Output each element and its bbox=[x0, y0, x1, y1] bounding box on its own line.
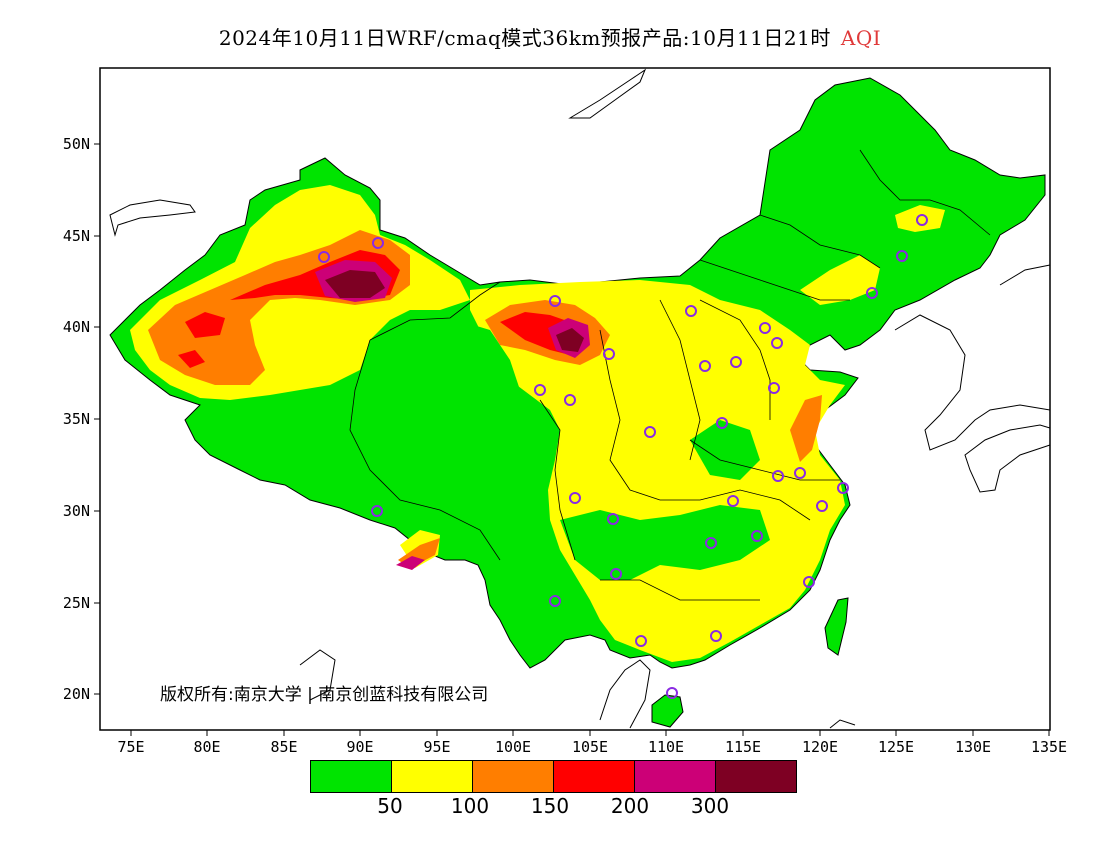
y-label-50n: 50N bbox=[63, 135, 90, 153]
y-label-20n: 20N bbox=[63, 685, 90, 703]
station-lanzhou[interactable] bbox=[564, 394, 576, 406]
x-label-115e: 115E bbox=[725, 738, 761, 756]
y-label-40n: 40N bbox=[63, 318, 90, 336]
x-label-130e: 130E bbox=[955, 738, 991, 756]
station-chongqing[interactable] bbox=[607, 513, 619, 525]
station-hohhot-west[interactable] bbox=[549, 295, 561, 307]
legend-swatch-moderate bbox=[392, 761, 473, 792]
copyright-notice: 版权所有:南京大学 | 南京创蓝科技有限公司 bbox=[160, 685, 489, 705]
station-hefei[interactable] bbox=[772, 470, 784, 482]
y-label-35n: 35N bbox=[63, 410, 90, 428]
station-hohhot[interactable] bbox=[685, 305, 697, 317]
x-label-90e: 90E bbox=[346, 738, 373, 756]
moderate-zone-heilongjiang bbox=[895, 205, 945, 232]
aqi-legend-bar bbox=[310, 760, 797, 793]
legend-swatch-unhealthy bbox=[554, 761, 635, 792]
station-taiyuan[interactable] bbox=[699, 360, 711, 372]
x-label-135e: 135E bbox=[1031, 738, 1067, 756]
x-label-100e: 100E bbox=[495, 738, 531, 756]
taiwan-island bbox=[824, 597, 849, 656]
x-label-110e: 110E bbox=[648, 738, 684, 756]
x-axis bbox=[130, 730, 1050, 736]
legend-label-200: 200 bbox=[610, 794, 650, 818]
title-text: 2024年10月11日WRF/cmaq模式36km预报产品:10月11日21时 bbox=[218, 26, 831, 50]
clean-zone-shanxi bbox=[690, 420, 760, 480]
map-title: 2024年10月11日WRF/cmaq模式36km预报产品:10月11日21时 A… bbox=[0, 22, 1100, 51]
station-guangzhou[interactable] bbox=[710, 630, 722, 642]
station-zhengzhou[interactable] bbox=[716, 417, 728, 429]
y-axis bbox=[94, 143, 100, 695]
legend-label-50: 50 bbox=[377, 794, 403, 818]
station-jinan[interactable] bbox=[768, 382, 780, 394]
unhealthy-zone-kashgar bbox=[178, 350, 205, 368]
legend-label-150: 150 bbox=[530, 794, 570, 818]
legend-swatch-hazardous bbox=[716, 761, 796, 792]
station-yinchuan[interactable] bbox=[603, 348, 615, 360]
y-label-45n: 45N bbox=[63, 227, 90, 245]
station-nanning[interactable] bbox=[635, 635, 647, 647]
x-label-80e: 80E bbox=[193, 738, 220, 756]
station-markers bbox=[318, 214, 928, 699]
usg-zone-shandong bbox=[790, 395, 822, 462]
clean-zone-qinghai bbox=[370, 318, 540, 470]
hainan-island bbox=[651, 694, 684, 728]
legend-swatch-usg bbox=[473, 761, 554, 792]
very-unhealthy-zone-south-tibet bbox=[396, 556, 425, 570]
province-boundaries bbox=[349, 149, 991, 601]
station-chengdu[interactable] bbox=[569, 492, 581, 504]
station-changsha[interactable] bbox=[705, 537, 717, 549]
moderate-zone-northeast bbox=[800, 255, 880, 305]
hazardous-zone-yinchuan bbox=[556, 328, 584, 352]
legend-label-300: 300 bbox=[690, 794, 730, 818]
neighbor-coastlines bbox=[109, 68, 1051, 729]
station-changchun[interactable] bbox=[896, 250, 908, 262]
station-nanchang[interactable] bbox=[751, 530, 763, 542]
unhealthy-zone-west bbox=[185, 312, 225, 338]
legend-swatch-good bbox=[311, 761, 392, 792]
station-harbin[interactable] bbox=[916, 214, 928, 226]
station-urumqi[interactable] bbox=[318, 251, 330, 263]
station-wuhan[interactable] bbox=[727, 495, 739, 507]
station-lhasa[interactable] bbox=[371, 505, 383, 517]
x-label-125e: 125E bbox=[878, 738, 914, 756]
moderate-zone-north-china bbox=[470, 280, 845, 662]
legend-label-100: 100 bbox=[450, 794, 490, 818]
x-label-85e: 85E bbox=[270, 738, 297, 756]
station-xining[interactable] bbox=[534, 384, 546, 396]
station-guiyang[interactable] bbox=[610, 568, 622, 580]
station-shanghai[interactable] bbox=[837, 482, 849, 494]
station-tianjin[interactable] bbox=[771, 337, 783, 349]
legend-swatch-very-unhealthy bbox=[635, 761, 716, 792]
station-shijiazhuang[interactable] bbox=[730, 356, 742, 368]
station-xian[interactable] bbox=[644, 426, 656, 438]
x-label-75e: 75E bbox=[117, 738, 144, 756]
station-shenyang[interactable] bbox=[866, 287, 878, 299]
y-label-25n: 25N bbox=[63, 594, 90, 612]
station-kunming[interactable] bbox=[549, 595, 561, 607]
y-label-30n: 30N bbox=[63, 502, 90, 520]
title-aqi-tag: AQI bbox=[840, 26, 882, 50]
station-north-xinjiang[interactable] bbox=[372, 237, 384, 249]
station-fuzhou[interactable] bbox=[803, 576, 815, 588]
x-label-120e: 120E bbox=[802, 738, 838, 756]
station-beijing[interactable] bbox=[759, 322, 771, 334]
x-label-105e: 105E bbox=[572, 738, 608, 756]
x-label-95e: 95E bbox=[423, 738, 450, 756]
station-nanjing[interactable] bbox=[794, 467, 806, 479]
hazardous-zone-turpan bbox=[325, 270, 385, 298]
station-haikou[interactable] bbox=[666, 687, 678, 699]
station-hangzhou[interactable] bbox=[816, 500, 828, 512]
